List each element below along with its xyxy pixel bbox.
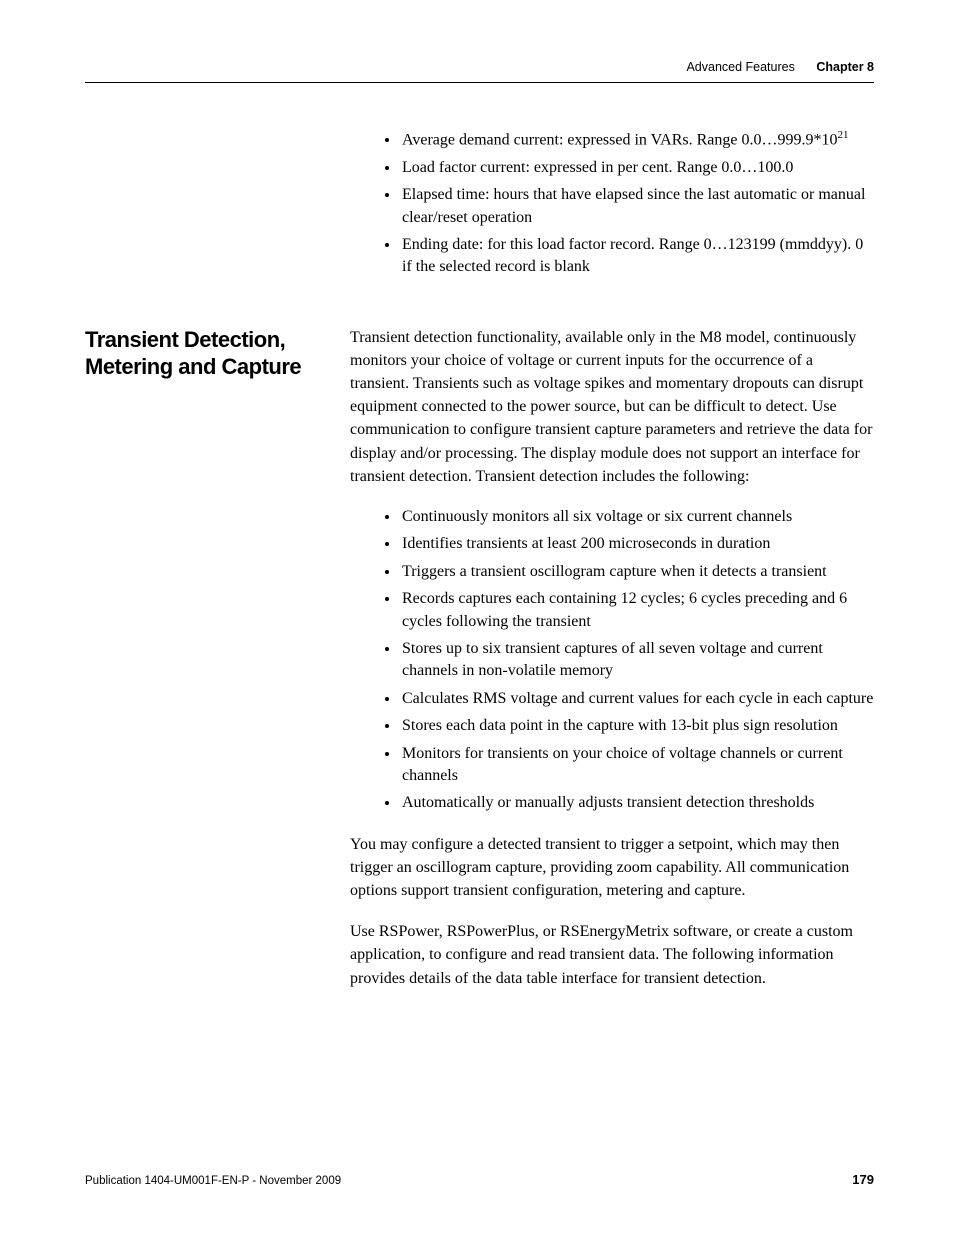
page-footer: Publication 1404-UM001F-EN-P - November …: [85, 1172, 874, 1187]
main-body-col: Transient detection functionality, avail…: [350, 326, 874, 1008]
side-heading-line2: Metering and Capture: [85, 354, 301, 379]
header-chapter: Chapter 8: [816, 60, 874, 74]
list-item: Average demand current: expressed in VAR…: [400, 128, 874, 152]
list-item: Triggers a transient oscillogram capture…: [400, 561, 874, 583]
intro-paragraph: Transient detection functionality, avail…: [350, 326, 874, 488]
section-gap: [85, 284, 874, 326]
side-heading-line1: Transient Detection,: [85, 327, 285, 352]
paragraph-3: Use RSPower, RSPowerPlus, or RSEnergyMet…: [350, 920, 874, 990]
top-bullet-list: Average demand current: expressed in VAR…: [350, 128, 874, 279]
list-item: Calculates RMS voltage and current value…: [400, 688, 874, 710]
list-item: Ending date: for this load factor record…: [400, 234, 874, 279]
list-item: Records captures each containing 12 cycl…: [400, 588, 874, 633]
list-item: Stores up to six transient captures of a…: [400, 638, 874, 683]
page-header: Advanced Features Chapter 8: [85, 60, 874, 83]
top-right-col: Average demand current: expressed in VAR…: [350, 128, 874, 284]
main-section-row: Transient Detection, Metering and Captur…: [85, 326, 874, 1008]
list-item: Elapsed time: hours that have elapsed si…: [400, 184, 874, 229]
li-sup: 21: [837, 129, 848, 141]
list-item: Load factor current: expressed in per ce…: [400, 157, 874, 179]
header-section: Advanced Features: [686, 60, 794, 74]
top-list-block: Average demand current: expressed in VAR…: [85, 128, 874, 284]
list-item: Automatically or manually adjusts transi…: [400, 792, 874, 814]
side-heading: Transient Detection, Metering and Captur…: [85, 326, 330, 381]
list-item: Continuously monitors all six voltage or…: [400, 506, 874, 528]
list-item: Monitors for transients on your choice o…: [400, 743, 874, 788]
side-heading-col: Transient Detection, Metering and Captur…: [85, 326, 350, 381]
page-number: 179: [852, 1172, 874, 1187]
paragraph-2: You may configure a detected transient t…: [350, 833, 874, 903]
list-item: Stores each data point in the capture wi…: [400, 715, 874, 737]
page: Advanced Features Chapter 8 Average dema…: [0, 0, 954, 1235]
li-text: Average demand current: expressed in VAR…: [402, 131, 837, 148]
publication-id: Publication 1404-UM001F-EN-P - November …: [85, 1175, 341, 1187]
list-item: Identifies transients at least 200 micro…: [400, 533, 874, 555]
feature-bullet-list: Continuously monitors all six voltage or…: [350, 506, 874, 815]
